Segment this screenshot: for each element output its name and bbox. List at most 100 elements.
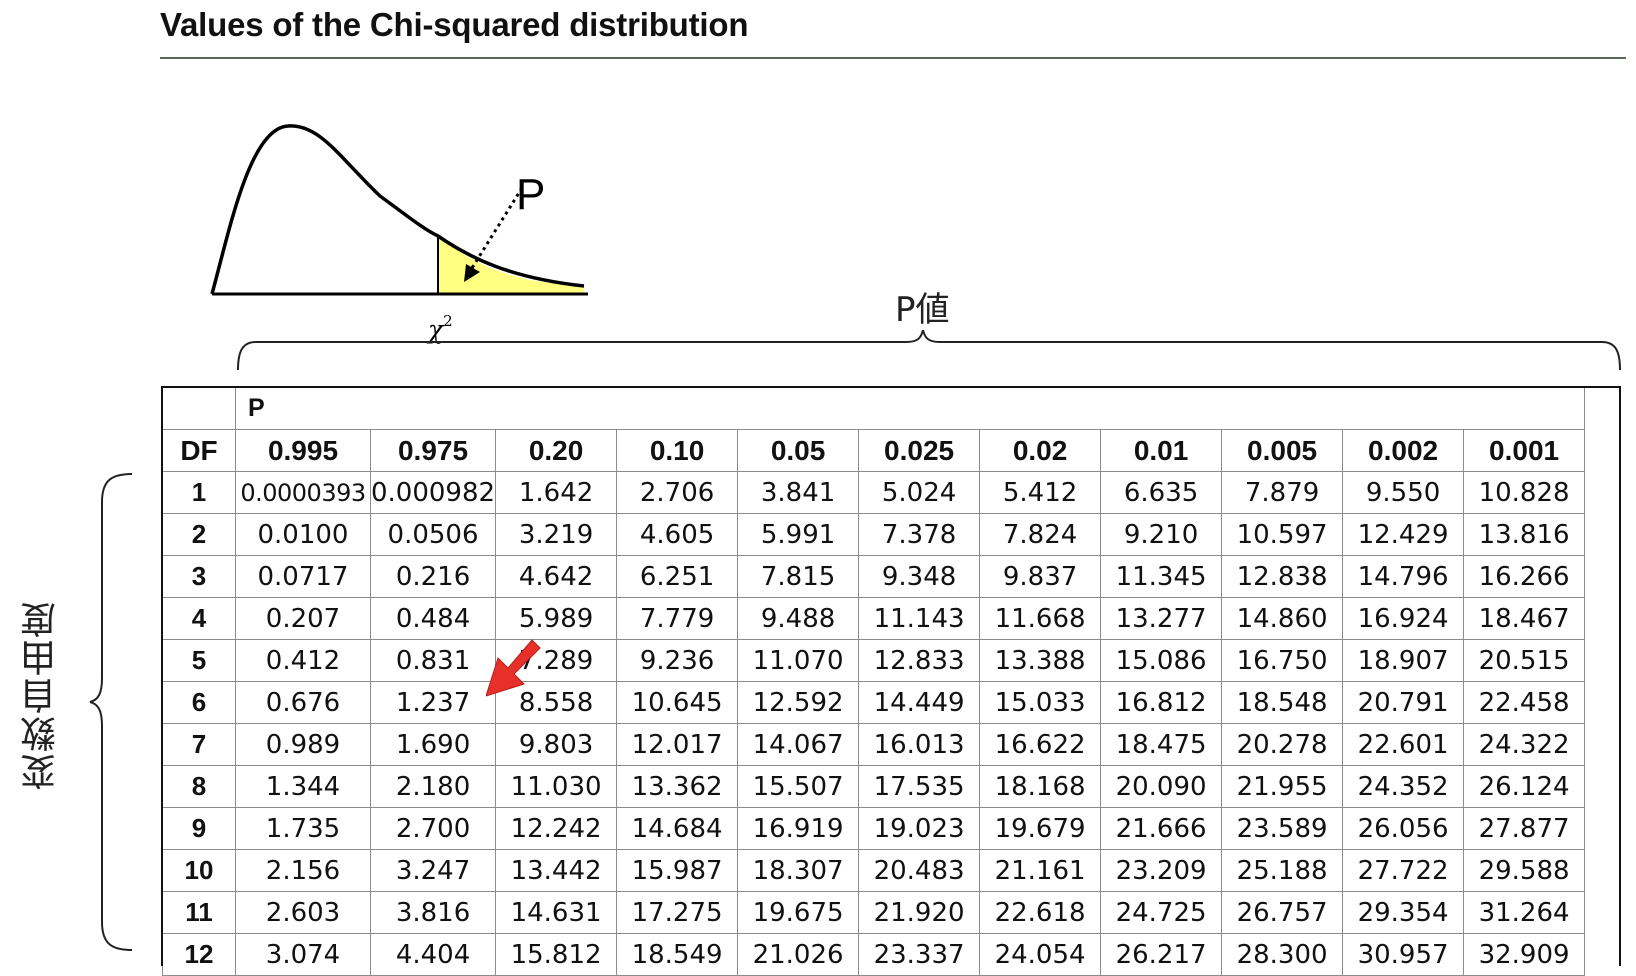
critical-value-cell: 23.337 — [858, 933, 981, 976]
table-row: 7 0.989 1.690 9.803 12.017 14.067 16.013 16.622… — [162, 723, 1586, 766]
critical-value-cell: 2.156 — [235, 849, 371, 892]
critical-value-cell: 20.483 — [858, 849, 981, 892]
critical-value-cell: 2.603 — [235, 891, 371, 934]
critical-value-cell: 6.635 — [1100, 471, 1223, 514]
critical-value-cell: 14.684 — [616, 807, 739, 850]
critical-value-cell: 10.645 — [616, 681, 739, 724]
critical-value-cell: 0.0100 — [235, 513, 371, 556]
critical-value-cell: 5.412 — [979, 471, 1102, 514]
critical-value-cell: 15.507 — [737, 765, 860, 808]
df-cell: 6 — [162, 681, 236, 724]
table-row: 5 0.412 0.831 7.289 9.236 11.070 12.833 13.388 1… — [162, 639, 1586, 682]
corner-cell — [162, 387, 236, 430]
critical-value-cell: 16.013 — [858, 723, 981, 766]
p-value-header-cell: 0.975 — [369, 429, 497, 472]
critical-value-cell: 5.991 — [737, 513, 860, 556]
critical-value-cell: 20.515 — [1463, 639, 1586, 682]
critical-value-cell: 20.278 — [1221, 723, 1344, 766]
critical-value-cell: 23.589 — [1221, 807, 1344, 850]
critical-value-cell: 16.919 — [737, 807, 860, 850]
critical-value-cell: 18.475 — [1100, 723, 1223, 766]
critical-value-cell: 12.592 — [737, 681, 860, 724]
chi-square-label: χ2 — [428, 312, 453, 344]
df-cell: 2 — [162, 513, 236, 556]
critical-value-cell: 4.404 — [369, 933, 497, 976]
critical-value-cell: 3.841 — [737, 471, 860, 514]
critical-value-cell: 24.054 — [979, 933, 1102, 976]
critical-value-cell: 14.449 — [858, 681, 981, 724]
red-arrow-icon — [486, 639, 541, 697]
critical-value-cell: 16.266 — [1463, 555, 1586, 598]
critical-value-cell: 13.442 — [495, 849, 618, 892]
chi-symbol: χ — [428, 315, 444, 344]
df-cell: 3 — [162, 555, 236, 598]
critical-value-cell: 12.833 — [858, 639, 981, 682]
critical-value-cell: 15.812 — [495, 933, 618, 976]
critical-value-cell: 2.700 — [369, 807, 497, 850]
critical-value-cell: 16.622 — [979, 723, 1102, 766]
chi-squared-table: P DF 0.995 0.975 0.20 0.10 0.05 0.025 0.02 0.01… — [162, 387, 1586, 976]
critical-value-cell: 21.955 — [1221, 765, 1344, 808]
p-value-header-cell: 0.05 — [737, 429, 860, 472]
critical-value-cell: 30.957 — [1342, 933, 1465, 976]
critical-value-cell: 9.488 — [737, 597, 860, 640]
table-row: 11 2.603 3.816 14.631 17.275 19.675 21.920 22.6… — [162, 891, 1586, 934]
critical-value-cell: 21.666 — [1100, 807, 1223, 850]
critical-value-cell: 17.535 — [858, 765, 981, 808]
critical-value-cell: 0.216 — [369, 555, 497, 598]
critical-value-cell: 1.344 — [235, 765, 371, 808]
p-value-brace — [237, 330, 1621, 371]
df-cell: 11 — [162, 891, 236, 934]
p-value-header-cell: 0.20 — [495, 429, 618, 472]
critical-value-cell: 15.086 — [1100, 639, 1223, 682]
critical-value-cell: 12.017 — [616, 723, 739, 766]
df-cell: 10 — [162, 849, 236, 892]
title-divider — [160, 57, 1626, 59]
critical-value-cell: 4.605 — [616, 513, 739, 556]
critical-value-cell: 14.860 — [1221, 597, 1344, 640]
critical-value-cell: 22.601 — [1342, 723, 1465, 766]
critical-value-cell: 13.388 — [979, 639, 1102, 682]
critical-value-cell: 19.679 — [979, 807, 1102, 850]
critical-value-cell: 6.251 — [616, 555, 739, 598]
critical-value-cell: 1.237 — [369, 681, 497, 724]
critical-value-cell: 20.791 — [1342, 681, 1465, 724]
table-row: 3 0.0717 0.216 4.642 6.251 7.815 9.348 9.837 11.… — [162, 555, 1586, 598]
table-row: 4 0.207 0.484 5.989 7.779 9.488 11.143 11.668 13… — [162, 597, 1586, 640]
p-header-row: P — [162, 387, 1586, 430]
critical-value-cell: 17.275 — [616, 891, 739, 934]
critical-value-cell: 24.352 — [1342, 765, 1465, 808]
critical-value-cell: 32.909 — [1463, 933, 1586, 976]
p-value-header-cell: 0.025 — [858, 429, 981, 472]
df-cell: 4 — [162, 597, 236, 640]
page-title: Values of the Chi-squared distribution — [160, 6, 749, 43]
degrees-of-freedom-annotation: 変数自由度 — [21, 600, 62, 790]
p-value-header-cell: 0.005 — [1221, 429, 1344, 472]
critical-value-cell: 22.618 — [979, 891, 1102, 934]
critical-value-cell: 7.815 — [737, 555, 860, 598]
p-value-annotation: P値 — [895, 290, 950, 330]
critical-value-cell: 16.924 — [1342, 597, 1465, 640]
table-row: 2 0.0100 0.0506 3.219 4.605 5.991 7.378 7.824 9.… — [162, 513, 1586, 556]
critical-value-cell: 18.467 — [1463, 597, 1586, 640]
critical-value-cell: 27.877 — [1463, 807, 1586, 850]
density-curve — [210, 124, 585, 295]
critical-value-cell: 26.757 — [1221, 891, 1344, 934]
critical-value-cell: 29.588 — [1463, 849, 1586, 892]
critical-value-cell: 0.831 — [369, 639, 497, 682]
column-header-row: DF 0.995 0.975 0.20 0.10 0.05 0.025 0.02 0.01 0.… — [162, 429, 1586, 472]
critical-value-cell: 15.987 — [616, 849, 739, 892]
critical-value-cell: 1.690 — [369, 723, 497, 766]
critical-value-cell: 13.277 — [1100, 597, 1223, 640]
chi-squared-curve-figure — [210, 124, 588, 296]
critical-value-cell: 28.300 — [1221, 933, 1344, 976]
critical-value-cell: 24.725 — [1100, 891, 1223, 934]
critical-value-cell: 31.264 — [1463, 891, 1586, 934]
critical-value-cell: 14.796 — [1342, 555, 1465, 598]
critical-value-cell: 3.247 — [369, 849, 497, 892]
df-cell: 9 — [162, 807, 236, 850]
critical-value-cell: 0.484 — [369, 597, 497, 640]
critical-value-cell: 0.0506 — [369, 513, 497, 556]
critical-value-cell: 4.642 — [495, 555, 618, 598]
critical-value-cell: 5.989 — [495, 597, 618, 640]
